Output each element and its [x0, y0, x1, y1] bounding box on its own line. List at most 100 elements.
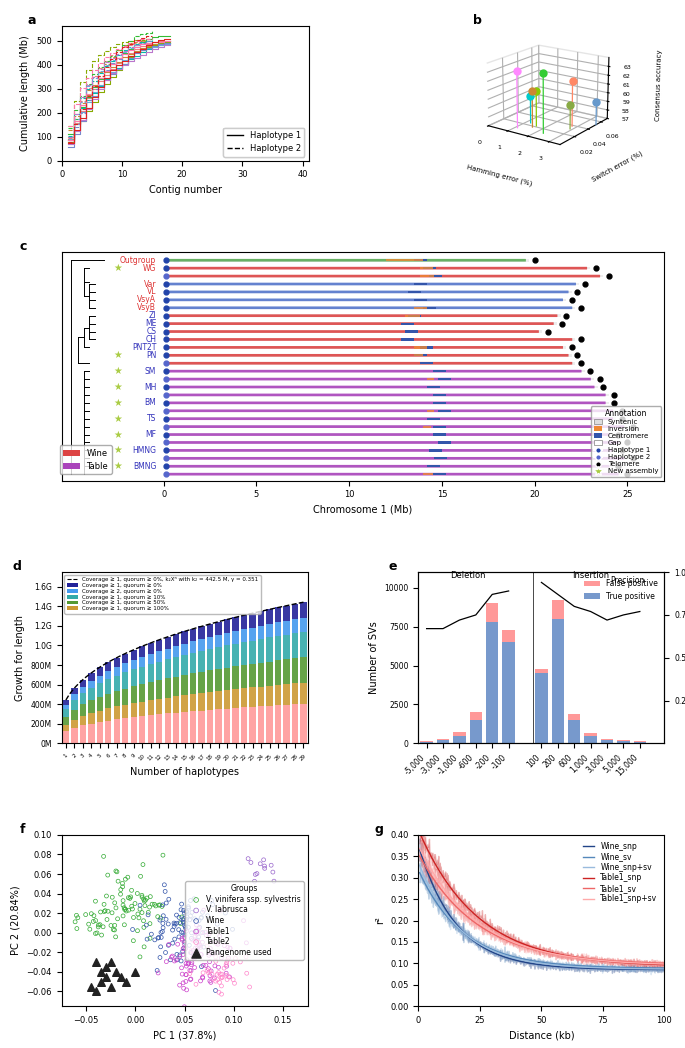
X-axis label: Distance (kb): Distance (kb) — [509, 1030, 574, 1041]
Table1 — [186, 970, 197, 987]
Table1 — [153, 964, 164, 981]
Bar — [249, 706, 256, 743]
V. vinifera ssp. sylvestris — [154, 896, 165, 913]
Table1 — [197, 969, 208, 986]
Bar — [139, 667, 145, 684]
Bar — [292, 658, 298, 683]
Bar — [584, 736, 597, 743]
Wine — [196, 958, 207, 975]
V. vinifera ssp. sylvestris — [71, 920, 82, 937]
Bar — [224, 668, 230, 690]
Table1 — [179, 999, 190, 1016]
Wine — [127, 921, 138, 938]
Bar — [300, 657, 307, 682]
Wine — [180, 915, 191, 932]
Bar — [634, 742, 646, 743]
Bar — [284, 704, 290, 743]
FancyBboxPatch shape — [167, 473, 619, 476]
Bar — [63, 700, 69, 704]
Bar — [167, 306, 575, 309]
Bar — [408, 291, 421, 293]
Bar — [429, 450, 442, 452]
Table1 — [171, 952, 182, 968]
Table1 — [188, 942, 199, 959]
V. vinifera ssp. sylvestris — [129, 895, 140, 912]
V. vinifera ssp. sylvestris — [120, 901, 131, 918]
Bar — [535, 673, 547, 743]
Table1_sv — [416, 850, 424, 863]
Pangenome used — [105, 978, 116, 995]
Bar — [97, 668, 103, 676]
Bar — [167, 339, 575, 341]
Table2 — [221, 954, 232, 970]
Wine — [160, 944, 171, 961]
Bar — [190, 712, 197, 743]
Wine — [173, 929, 184, 945]
Bar — [437, 740, 449, 743]
Table1 — [186, 956, 197, 973]
Wine — [192, 922, 203, 939]
Bar — [414, 299, 427, 301]
Table1 — [180, 973, 191, 989]
Bar — [164, 637, 171, 649]
X-axis label: PC 1 (37.8%): PC 1 (37.8%) — [153, 1030, 216, 1041]
Wine — [192, 932, 203, 948]
Table1_snp — [654, 958, 662, 970]
Text: BM: BM — [145, 398, 156, 408]
Table1 — [185, 971, 196, 988]
Table2 — [204, 963, 215, 980]
Line: Wine_snp: Wine_snp — [420, 850, 664, 969]
V. vinifera ssp. sylvestris — [123, 869, 134, 886]
Table2 — [184, 965, 195, 982]
Text: c: c — [19, 240, 27, 253]
Bar — [167, 290, 572, 293]
Table1 — [181, 922, 192, 939]
Table1 — [186, 955, 197, 971]
Bar — [190, 641, 197, 653]
Bar — [207, 709, 213, 743]
Table1 — [241, 935, 252, 952]
V. vinifera ssp. sylvestris — [175, 915, 186, 932]
Bar — [131, 717, 137, 743]
V. vinifera ssp. sylvestris — [138, 913, 149, 930]
Text: TS: TS — [147, 414, 156, 423]
Wine — [196, 910, 207, 926]
Bar — [438, 441, 451, 443]
Bar — [88, 680, 95, 687]
Table1 — [195, 973, 206, 989]
Bar — [568, 714, 580, 720]
Bar — [167, 314, 560, 316]
Table1 — [200, 923, 211, 940]
V. vinifera ssp. sylvestris — [120, 871, 131, 888]
Table2 — [222, 952, 233, 968]
V. vinifera ssp. sylvestris — [99, 903, 110, 920]
Pangenome used — [95, 963, 106, 980]
V. labrusca — [251, 866, 262, 882]
Table2 — [216, 986, 227, 1003]
Bar — [215, 648, 222, 669]
Bar — [258, 626, 264, 639]
Bar — [207, 649, 213, 671]
FancyBboxPatch shape — [167, 339, 572, 341]
Text: VsyA: VsyA — [137, 296, 156, 304]
Table1 — [174, 977, 185, 994]
Table2 — [221, 956, 232, 973]
Bar — [182, 712, 188, 743]
Table1 — [188, 946, 199, 963]
Table1 — [205, 945, 216, 962]
Table1 — [204, 954, 215, 970]
Wine — [185, 892, 196, 909]
Bar — [584, 734, 597, 736]
Bar — [147, 682, 154, 700]
Bar — [386, 259, 423, 261]
Table1 — [210, 958, 221, 975]
Table1 — [193, 938, 204, 955]
Bar — [131, 660, 137, 670]
Wine — [208, 896, 219, 913]
Bar — [167, 378, 594, 380]
Bar — [292, 683, 298, 704]
Table1 — [208, 945, 219, 962]
Bar — [105, 671, 112, 679]
Table1_sv — [532, 944, 540, 957]
Table2 — [197, 964, 208, 981]
